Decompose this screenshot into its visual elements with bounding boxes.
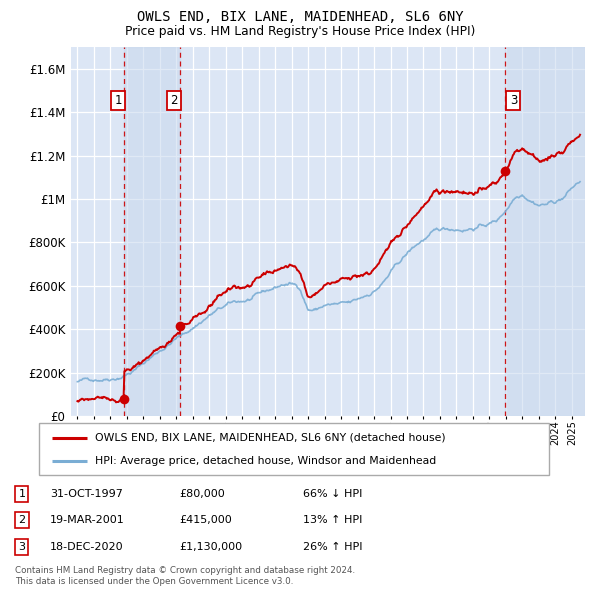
- Text: £415,000: £415,000: [179, 515, 232, 525]
- Text: £80,000: £80,000: [179, 489, 225, 499]
- Text: 19-MAR-2001: 19-MAR-2001: [50, 515, 125, 525]
- Bar: [124, 47, 180, 416]
- FancyBboxPatch shape: [39, 423, 549, 475]
- Text: 13% ↑ HPI: 13% ↑ HPI: [303, 515, 362, 525]
- Text: 2: 2: [170, 94, 178, 107]
- Text: HPI: Average price, detached house, Windsor and Maidenhead: HPI: Average price, detached house, Wind…: [95, 456, 436, 466]
- Text: 31-OCT-1997: 31-OCT-1997: [50, 489, 123, 499]
- Text: 18-DEC-2020: 18-DEC-2020: [50, 542, 124, 552]
- Text: 2: 2: [19, 515, 25, 525]
- Text: This data is licensed under the Open Government Licence v3.0.: This data is licensed under the Open Gov…: [15, 576, 293, 586]
- Text: 26% ↑ HPI: 26% ↑ HPI: [303, 542, 362, 552]
- Text: Price paid vs. HM Land Registry's House Price Index (HPI): Price paid vs. HM Land Registry's House …: [125, 25, 475, 38]
- Text: 3: 3: [510, 94, 517, 107]
- Text: OWLS END, BIX LANE, MAIDENHEAD, SL6 6NY (detached house): OWLS END, BIX LANE, MAIDENHEAD, SL6 6NY …: [95, 432, 446, 442]
- Text: £1,130,000: £1,130,000: [179, 542, 242, 552]
- Text: 1: 1: [115, 94, 122, 107]
- Text: 66% ↓ HPI: 66% ↓ HPI: [303, 489, 362, 499]
- Text: Contains HM Land Registry data © Crown copyright and database right 2024.: Contains HM Land Registry data © Crown c…: [15, 566, 355, 575]
- Text: 1: 1: [19, 489, 25, 499]
- Bar: [505, 47, 585, 416]
- Text: OWLS END, BIX LANE, MAIDENHEAD, SL6 6NY: OWLS END, BIX LANE, MAIDENHEAD, SL6 6NY: [137, 10, 463, 24]
- Text: 3: 3: [19, 542, 25, 552]
